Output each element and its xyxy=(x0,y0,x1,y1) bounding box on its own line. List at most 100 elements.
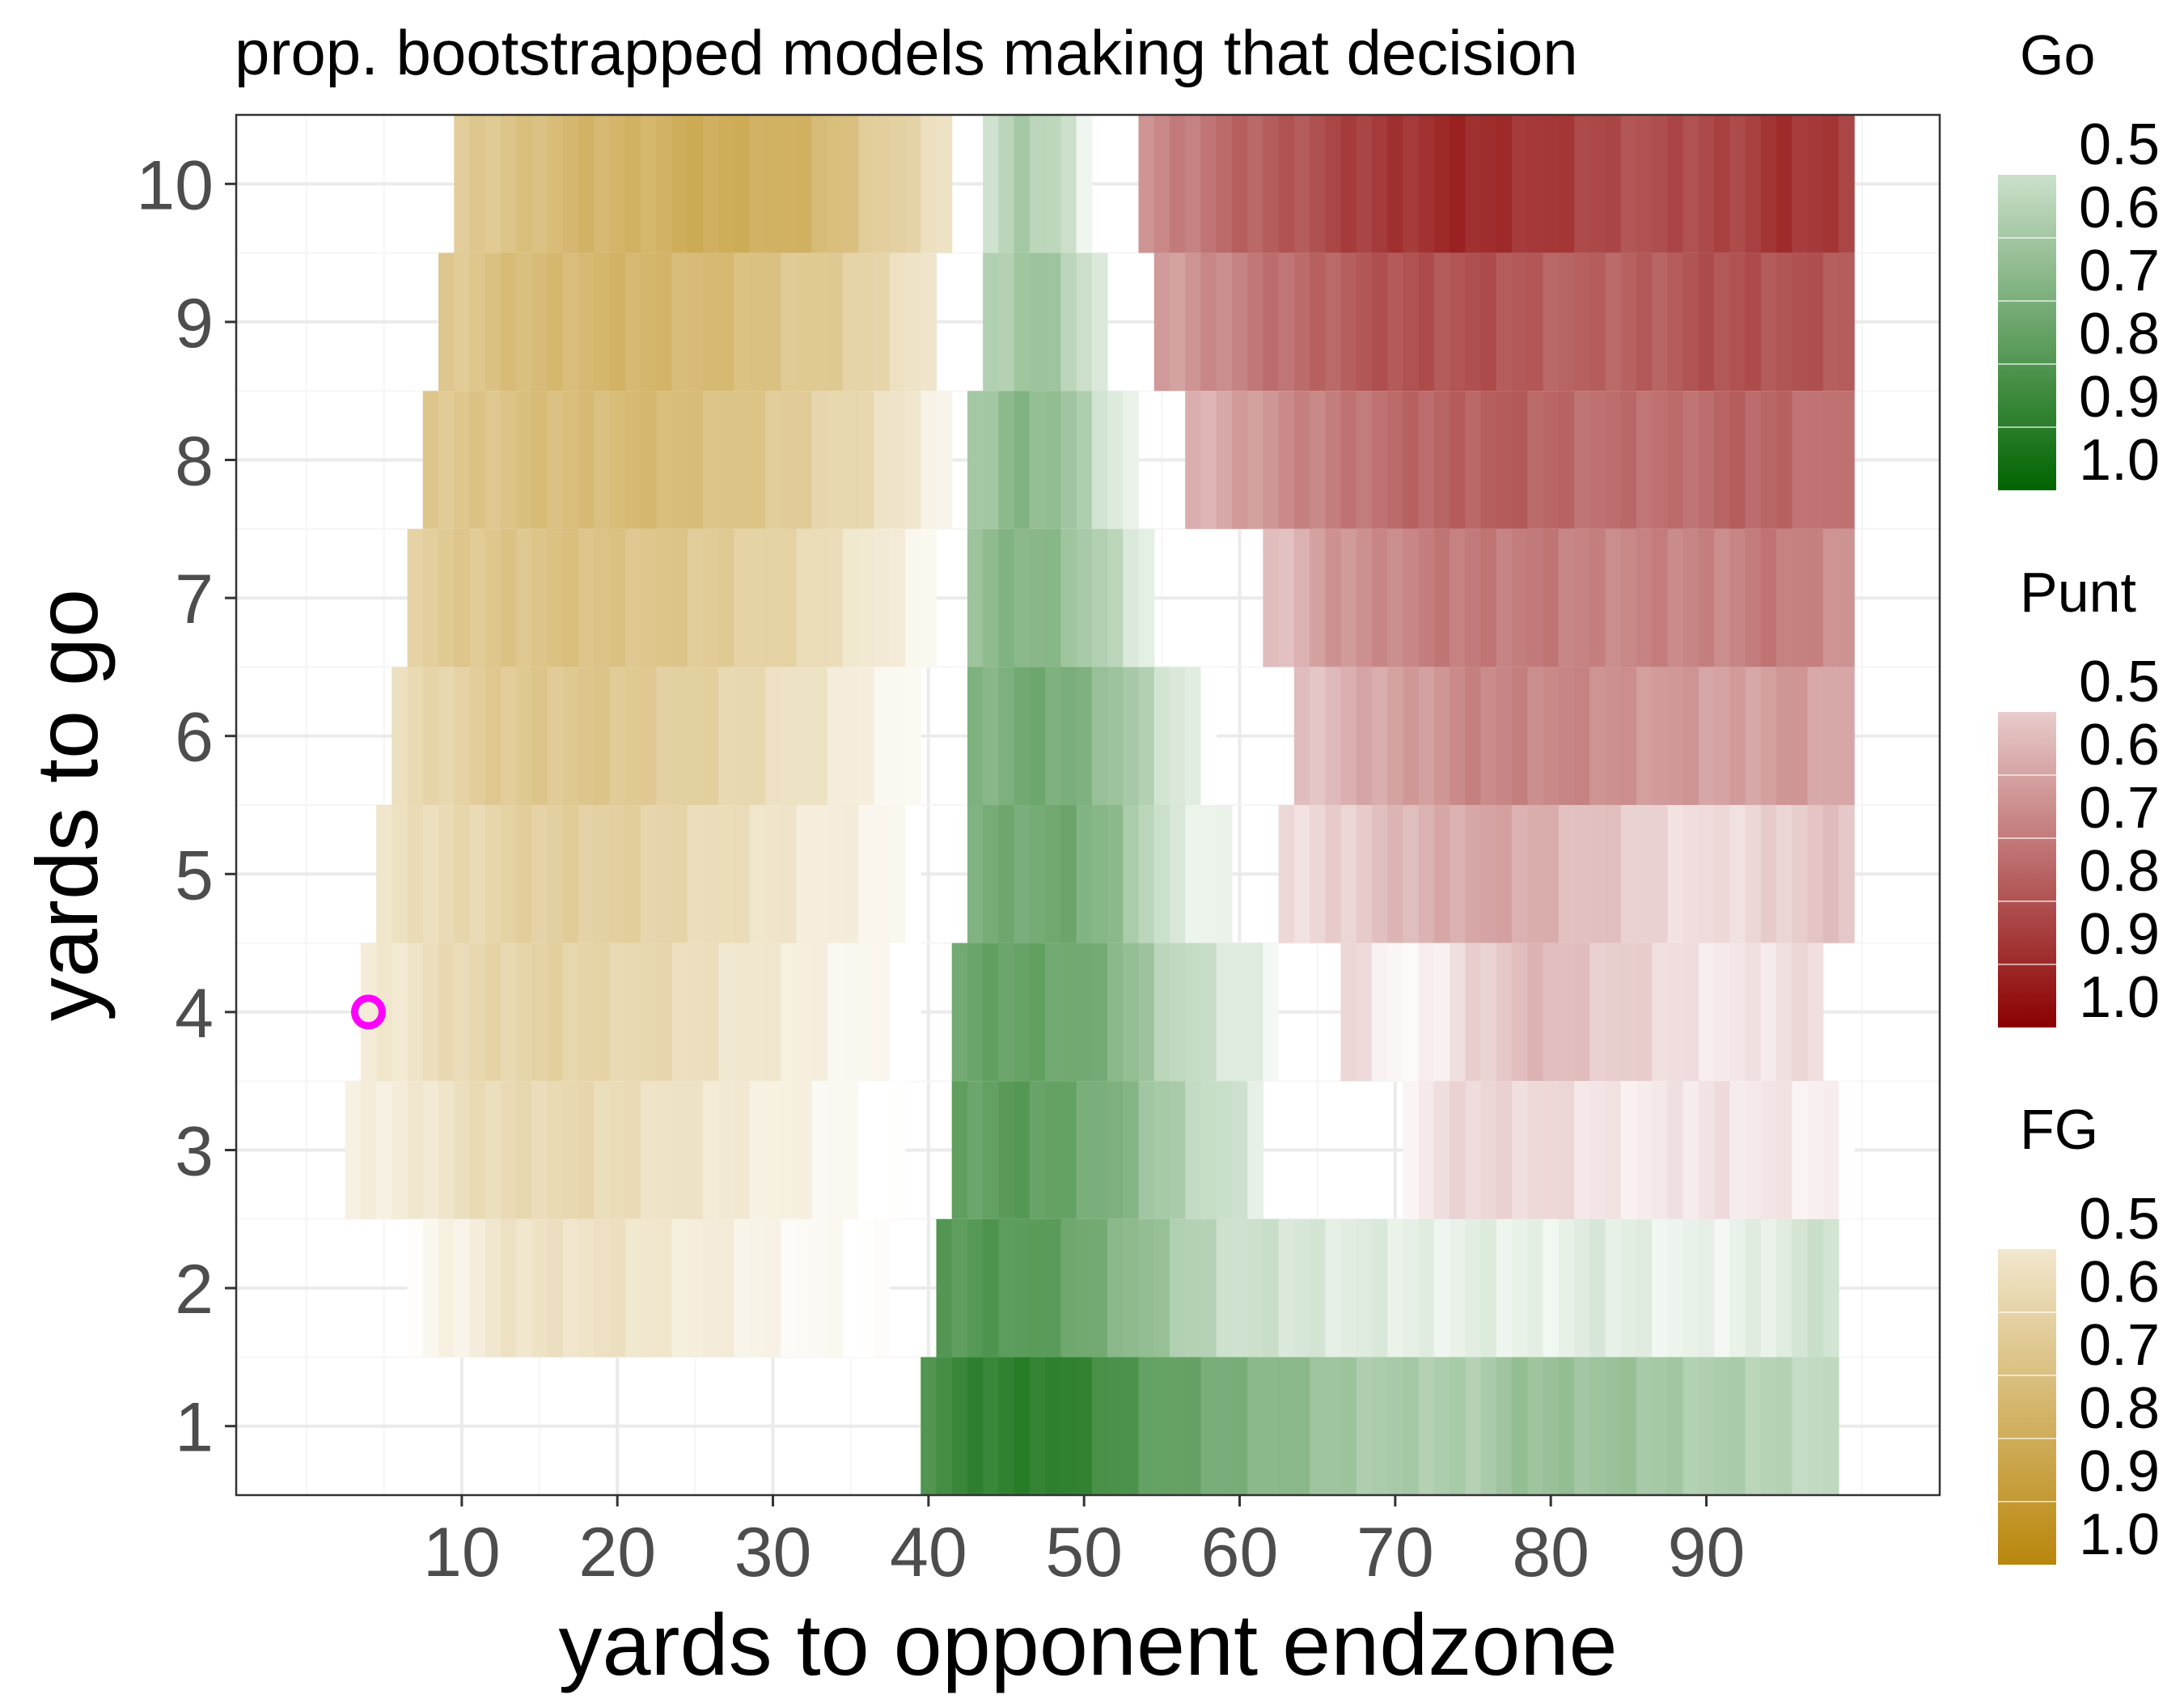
fg-tile xyxy=(624,943,641,1082)
go-tile xyxy=(983,1218,1000,1358)
go-tile xyxy=(1169,805,1186,943)
fg-tile xyxy=(702,1081,719,1219)
y-tick-label: 4 xyxy=(175,975,214,1053)
punt-tile xyxy=(1636,115,1653,253)
go-tile xyxy=(1014,528,1031,667)
punt-tile xyxy=(1636,667,1653,805)
go-tile xyxy=(1138,1081,1155,1219)
fg-tile xyxy=(889,252,906,392)
fg-tile xyxy=(438,391,455,529)
fg-tile xyxy=(843,391,859,529)
fg-tile xyxy=(843,1218,859,1358)
fg-tile xyxy=(438,1218,455,1358)
legend-label: 1.0 xyxy=(2079,965,2160,1030)
fg-tile xyxy=(811,391,828,529)
punt-tile xyxy=(1543,391,1560,529)
fg-tile xyxy=(671,252,688,392)
punt-tile xyxy=(1807,528,1824,667)
go-tile xyxy=(1433,1357,1450,1495)
go-tile xyxy=(1372,1218,1388,1358)
go-tile xyxy=(1045,1218,1061,1358)
punt-tile xyxy=(1620,115,1637,253)
fg-tile xyxy=(609,805,626,943)
go-tile xyxy=(921,1357,938,1495)
punt-tile xyxy=(1247,252,1263,392)
fg-tile xyxy=(687,943,704,1082)
legend-label: 0.5 xyxy=(2079,1187,2160,1252)
legend-title: Go xyxy=(2020,23,2095,87)
fg-tile xyxy=(687,115,704,253)
punt-tile xyxy=(1325,805,1342,943)
fg-tile xyxy=(624,1218,641,1358)
punt-tile xyxy=(1403,115,1420,253)
fg-tile xyxy=(874,1081,891,1219)
fg-tile xyxy=(609,252,626,392)
go-tile xyxy=(967,805,984,943)
fg-tile xyxy=(749,391,766,529)
go-tile xyxy=(1652,1218,1669,1358)
fg-tile xyxy=(454,1218,471,1358)
legend-label: 0.8 xyxy=(2079,1376,2160,1441)
punt-tile xyxy=(1620,1081,1637,1219)
fg-tile xyxy=(811,528,828,667)
fg-tile xyxy=(858,805,875,943)
go-tile xyxy=(1153,667,1170,805)
fg-tile xyxy=(469,943,486,1082)
fg-tile xyxy=(485,943,502,1082)
fg-tile xyxy=(764,115,781,253)
go-tile xyxy=(1231,1218,1248,1358)
fg-tile xyxy=(641,943,657,1082)
fg-tile xyxy=(905,667,921,805)
punt-tile xyxy=(1636,943,1653,1082)
punt-tile xyxy=(1698,943,1715,1082)
fg-tile xyxy=(609,391,626,529)
fg-tile xyxy=(843,1081,859,1219)
go-tile xyxy=(1216,1218,1233,1358)
punt-tile xyxy=(1480,1081,1497,1219)
fg-tile xyxy=(562,528,579,667)
punt-tile xyxy=(1776,1081,1792,1219)
go-tile xyxy=(1527,1218,1544,1358)
go-tile xyxy=(1792,1218,1809,1358)
fg-tile xyxy=(874,667,891,805)
fg-tile xyxy=(718,252,735,392)
go-tile xyxy=(1153,1218,1170,1358)
fg-tile xyxy=(624,115,641,253)
fg-tile xyxy=(781,528,797,667)
fg-tile xyxy=(438,1081,455,1219)
punt-tile xyxy=(1418,943,1435,1082)
go-tile xyxy=(951,943,968,1082)
punt-tile xyxy=(1433,528,1450,667)
go-tile xyxy=(1060,1357,1077,1495)
go-tile xyxy=(1029,252,1046,392)
go-tile xyxy=(998,252,1015,392)
punt-tile xyxy=(1293,115,1310,253)
punt-tile xyxy=(1543,805,1560,943)
x-tick-label: 20 xyxy=(578,1514,656,1591)
punt-tile xyxy=(1558,1081,1575,1219)
fg-tile xyxy=(609,943,626,1082)
go-tile xyxy=(1356,1357,1373,1495)
fg-tile xyxy=(921,528,938,667)
legend-label: 0.9 xyxy=(2079,1439,2160,1504)
legend-colorbar xyxy=(1998,712,2056,1027)
fg-tile xyxy=(500,1081,517,1219)
fg-tile xyxy=(641,252,657,392)
go-tile xyxy=(983,528,1000,667)
punt-tile xyxy=(1745,805,1762,943)
punt-tile xyxy=(1278,391,1295,529)
go-tile xyxy=(1682,1357,1699,1495)
punt-tile xyxy=(1698,1081,1715,1219)
go-tile xyxy=(1558,1218,1575,1358)
punt-tile xyxy=(1776,528,1792,667)
go-tile xyxy=(1076,115,1093,253)
go-tile xyxy=(1372,1357,1388,1495)
go-tile xyxy=(1278,1218,1295,1358)
fg-tile xyxy=(641,667,657,805)
punt-tile xyxy=(1340,391,1357,529)
fg-tile xyxy=(796,391,813,529)
go-tile xyxy=(1014,1357,1031,1495)
x-axis-title: yards to opponent endzone xyxy=(558,1595,1617,1693)
punt-tile xyxy=(1574,391,1590,529)
punt-tile xyxy=(1729,1081,1746,1219)
